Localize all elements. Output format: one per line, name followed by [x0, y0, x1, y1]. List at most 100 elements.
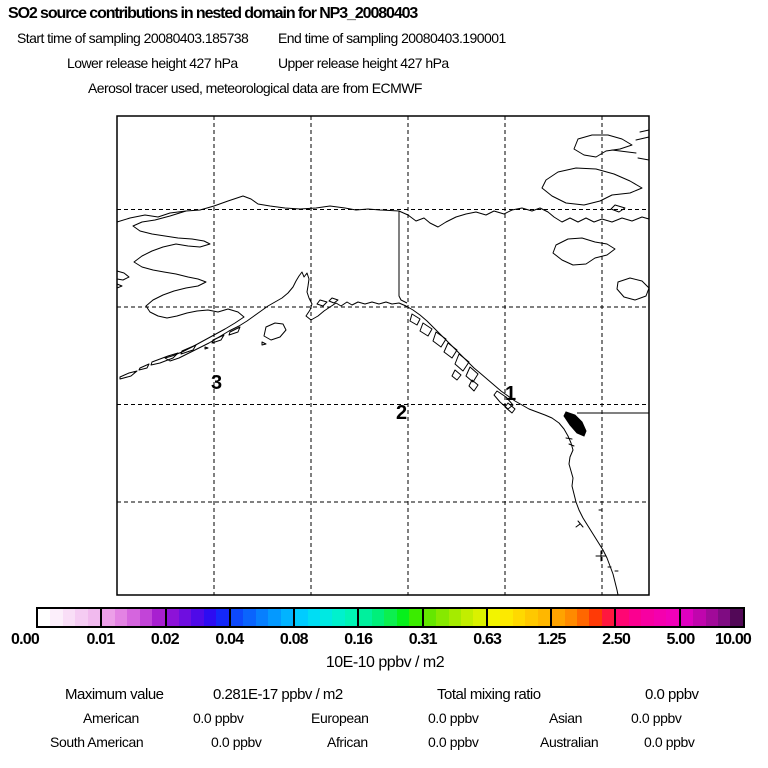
colorbar-cell	[127, 609, 140, 626]
colorbar-tick-label: 0.63	[473, 631, 502, 648]
colorbar-cell	[102, 609, 115, 626]
colorbar-cell	[332, 609, 345, 626]
colorbar-cell	[166, 609, 179, 626]
colorbar-cell	[359, 609, 372, 626]
colorbar-cell	[50, 609, 63, 626]
colorbar-cell	[473, 609, 486, 626]
colorbar-tick-label: 0.08	[279, 631, 309, 648]
figure-title: SO2 source contributions in nested domai…	[8, 5, 418, 22]
lower-release-label: Lower release height 427 hPa	[67, 55, 238, 71]
region-label-south-american: South American	[50, 734, 144, 750]
coastline	[116, 129, 650, 596]
colorbar-cell	[628, 609, 642, 626]
colorbar-cell	[75, 609, 88, 626]
colorbar-tick-label: 1.25	[537, 631, 567, 648]
colorbar-cell	[512, 609, 526, 626]
colorbar-cell	[601, 609, 615, 626]
colorbar-ticks: 0.00 0.01 0.02 0.04 0.08 0.16 0.31 0.63 1.25 2.50…	[0, 631, 768, 649]
colorbar-cell	[616, 609, 629, 626]
colorbar-cell	[396, 609, 410, 626]
colorbar-tick-label: 0.02	[150, 631, 180, 648]
colorbar-cell	[693, 609, 706, 626]
colorbar-tick-label: 2.50	[602, 631, 631, 648]
colorbar-cell	[243, 609, 256, 626]
colorbar-tick-label: 0.16	[344, 631, 373, 648]
colorbar-tick-label: 0.04	[215, 631, 244, 648]
colorbar-segment	[680, 609, 743, 626]
upper-release-label: Upper release height 427 hPa	[278, 55, 449, 71]
tracer-note: Aerosol tracer used, meteorological data…	[88, 80, 422, 96]
colorbar-segment	[230, 609, 296, 626]
map-frame	[116, 115, 650, 596]
colorbar-cell	[216, 609, 229, 626]
source-marker-2: 2	[396, 402, 407, 424]
colorbar	[36, 607, 745, 628]
colorbar-cell	[423, 609, 437, 626]
colorbar-cell	[38, 609, 51, 626]
colorbar-cell	[487, 609, 501, 626]
colorbar-cell	[203, 609, 217, 626]
colorbar-cell	[448, 609, 461, 626]
colorbar-segment	[38, 609, 103, 626]
colorbar-segment	[166, 609, 231, 626]
colorbar-cell	[344, 609, 358, 626]
source-marker-3: 3	[211, 372, 222, 394]
colorbar-cell	[87, 609, 101, 626]
colorbar-tick-label: 0.00	[11, 631, 40, 648]
colorbar-cell	[577, 609, 590, 626]
colorbar-segment	[102, 609, 167, 626]
colorbar-cell	[295, 609, 308, 626]
max-value: 0.281E-17 ppbv / m2	[213, 686, 343, 703]
colorbar-unit-label: 10E-10 ppbv / m2	[325, 654, 445, 671]
start-time-label: Start time of sampling 20080403.185738	[17, 30, 249, 46]
max-value-label: Maximum value	[65, 686, 164, 703]
region-value-american: 0.0 ppbv	[193, 710, 244, 726]
colorbar-tick-label: 10.00	[714, 631, 752, 648]
colorbar-cell	[307, 609, 320, 626]
colorbar-cell	[114, 609, 128, 626]
colorbar-cell	[384, 609, 397, 626]
source-marker-1: 1	[505, 383, 516, 405]
colorbar-cell	[62, 609, 76, 626]
region-value-african: 0.0 ppbv	[428, 734, 479, 750]
colorbar-segment	[552, 609, 617, 626]
colorbar-cell	[152, 609, 165, 626]
region-label-asian: Asian	[549, 710, 583, 726]
colorbar-cell	[666, 609, 679, 626]
colorbar-tick-label: 0.31	[408, 631, 438, 648]
colorbar-cell	[705, 609, 719, 626]
colorbar-segment	[423, 609, 488, 626]
colorbar-cell	[268, 609, 281, 626]
colorbar-cell	[500, 609, 513, 626]
colorbar-cell	[730, 609, 743, 626]
colorbar-segment	[487, 609, 553, 626]
colorbar-cell	[680, 609, 694, 626]
colorbar-cell	[564, 609, 578, 626]
region-value-asian: 0.0 ppbv	[631, 710, 682, 726]
political-borders	[398, 211, 649, 414]
colorbar-cell	[525, 609, 538, 626]
total-mixing-ratio-label: Total mixing ratio	[437, 686, 541, 703]
colorbar-cell	[537, 609, 551, 626]
colorbar-cell	[178, 609, 192, 626]
colorbar-cell	[191, 609, 204, 626]
colorbar-tick-label: 0.01	[86, 631, 115, 648]
colorbar-cell	[718, 609, 731, 626]
region-value-australian: 0.0 ppbv	[644, 734, 695, 750]
colorbar-cell	[230, 609, 244, 626]
colorbar-cell	[552, 609, 565, 626]
colorbar-cell	[139, 609, 153, 626]
colorbar-segment	[359, 609, 424, 626]
region-label-african: African	[327, 734, 368, 750]
colorbar-tick-label: 5.00	[666, 631, 696, 648]
colorbar-cell	[255, 609, 269, 626]
colorbar-segment	[295, 609, 360, 626]
region-label-american: American	[83, 710, 139, 726]
total-mixing-ratio-value: 0.0 ppbv	[645, 686, 699, 703]
colorbar-cell	[371, 609, 385, 626]
region-label-european: European	[311, 710, 369, 726]
end-time-label: End time of sampling 20080403.190001	[278, 30, 506, 46]
colorbar-cell	[436, 609, 449, 626]
